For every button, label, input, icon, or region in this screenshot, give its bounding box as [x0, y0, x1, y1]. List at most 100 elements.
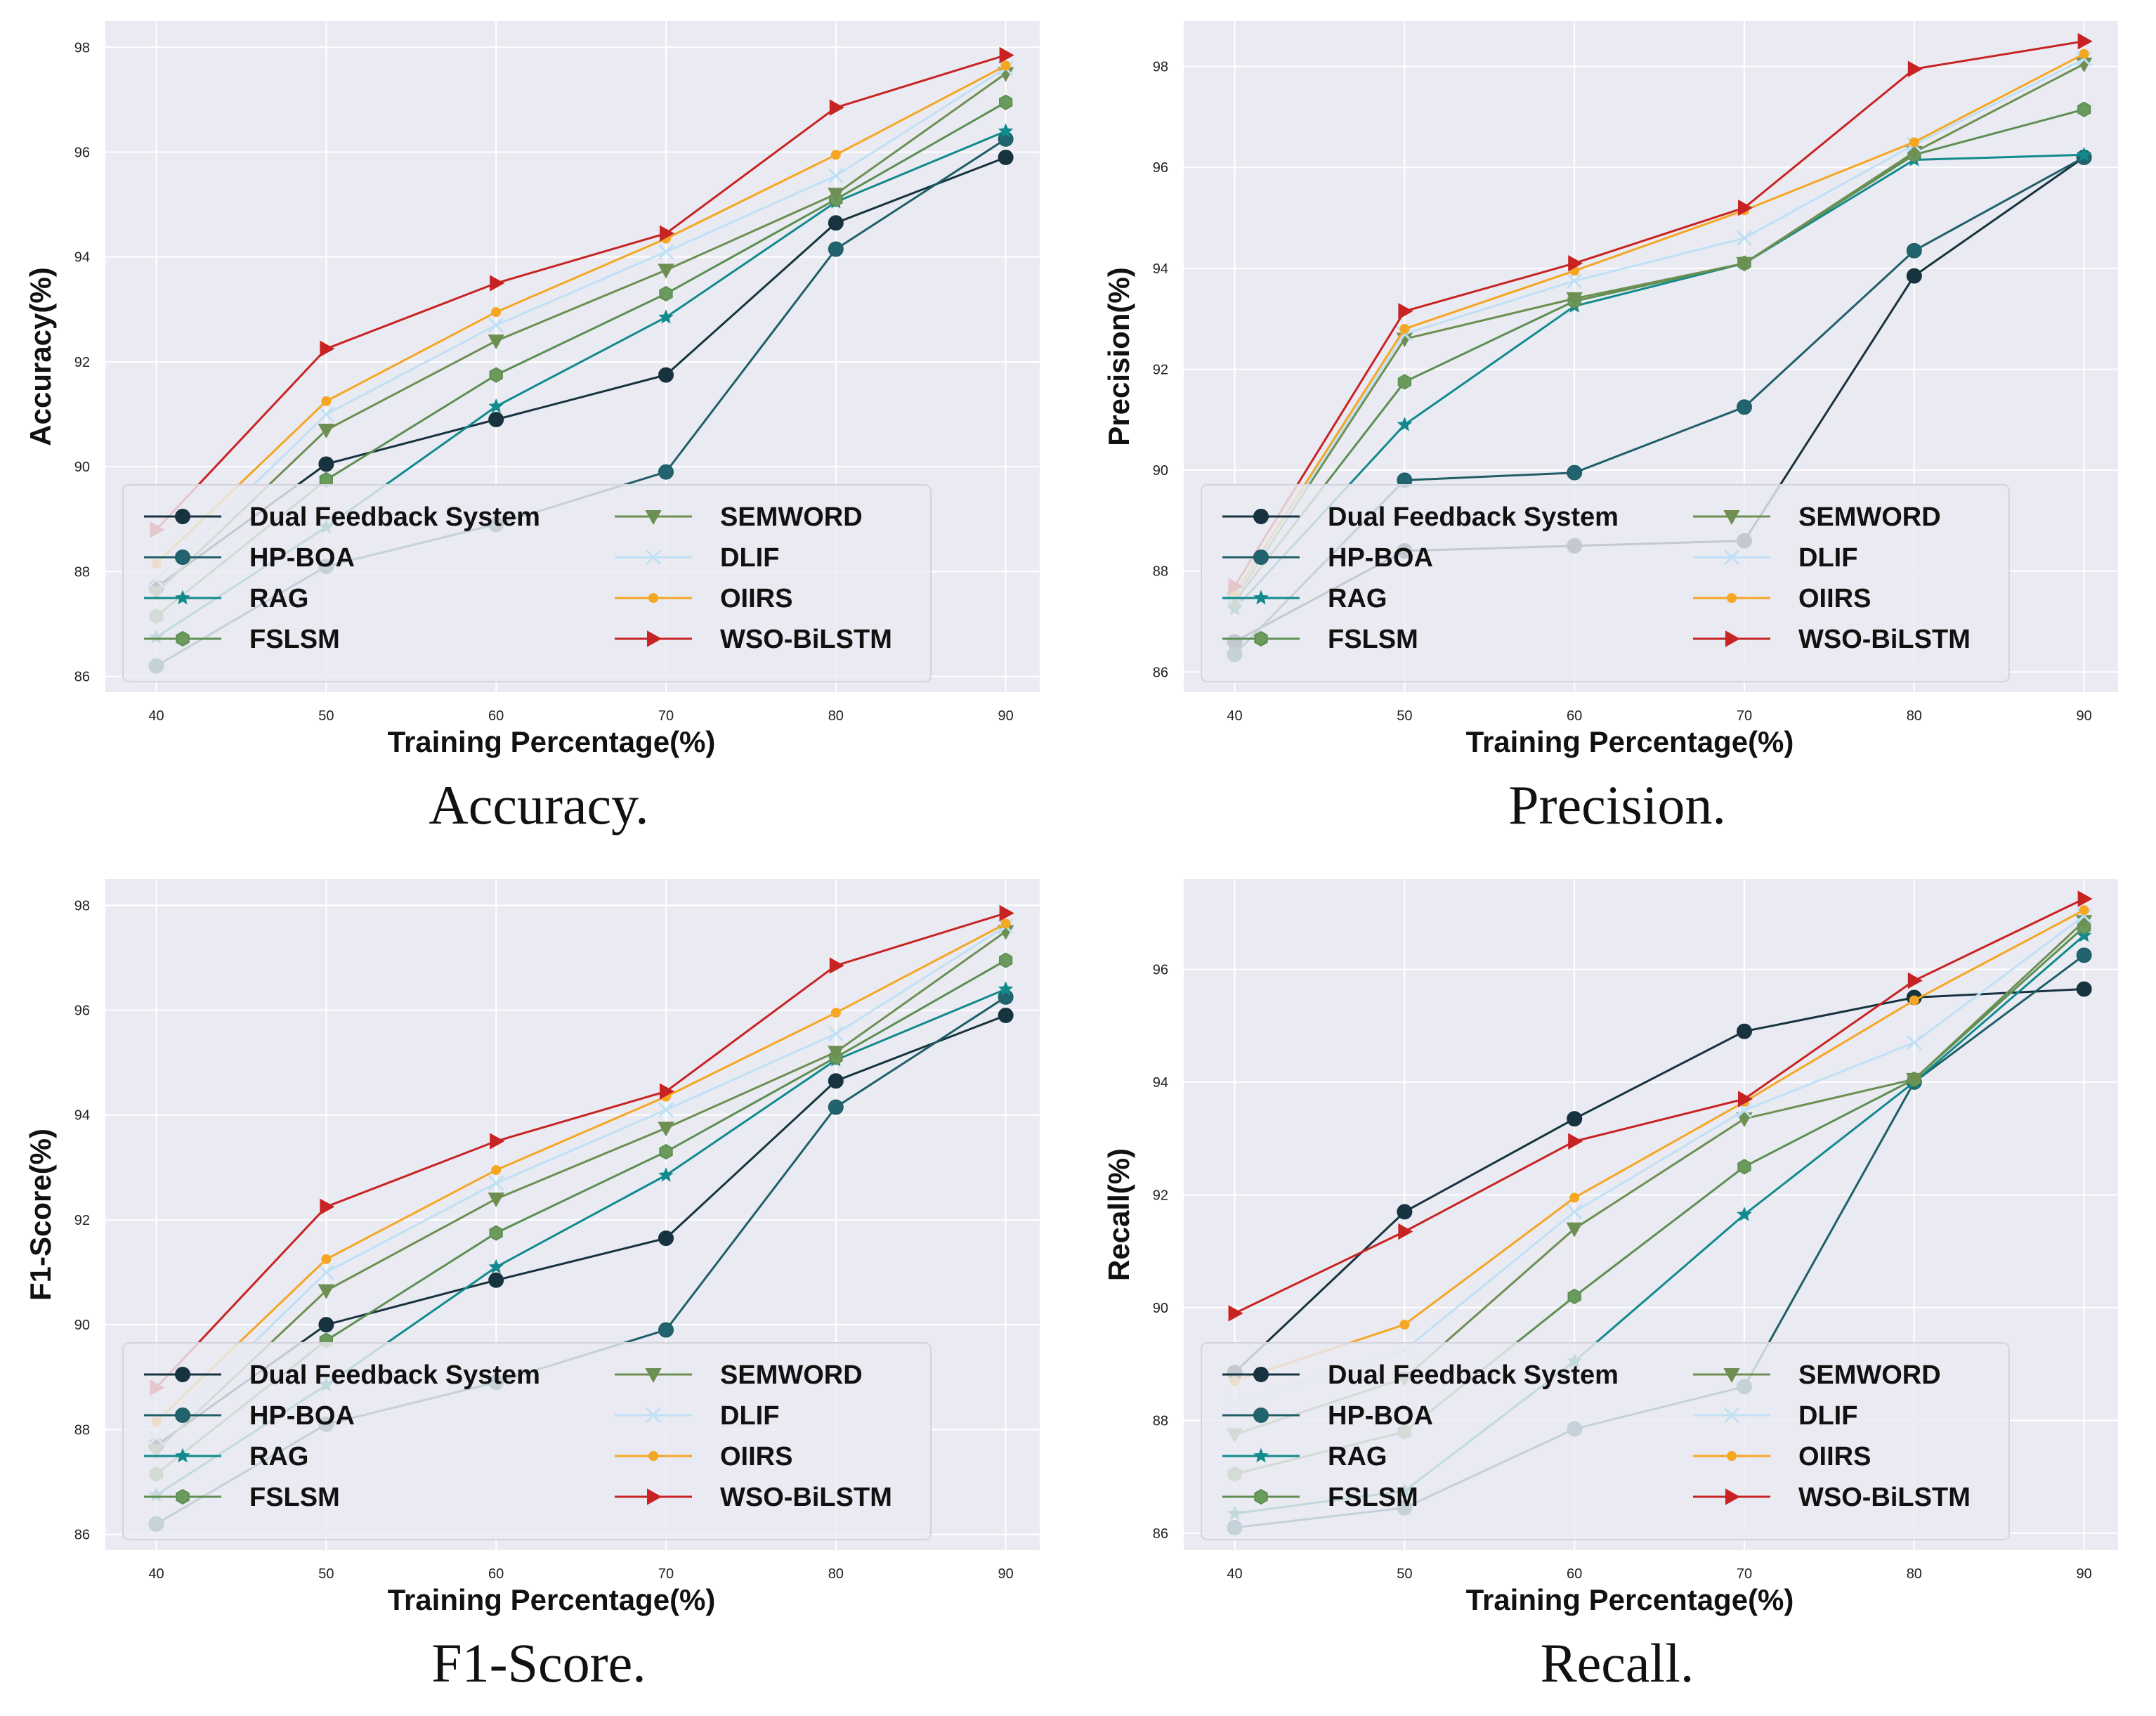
data-point [1569, 1192, 1580, 1203]
legend-item-fslsm: FSLSM [144, 625, 340, 654]
legend-item-wso-bilstm: WSO-BiLSTM [615, 625, 892, 654]
legend-marker [175, 590, 190, 605]
legend-item-wso-bilstm: WSO-BiLSTM [1693, 1483, 1971, 1512]
legend-marker [1253, 509, 1269, 524]
legend-label: RAG [249, 584, 308, 613]
legend-item-dlif: DLIF [1693, 543, 1857, 573]
series-line [1234, 40, 2084, 587]
y-tick-label: 98 [1153, 60, 1168, 75]
legend-label: OIIRS [720, 584, 792, 613]
legend-label: FSLSM [1328, 1483, 1418, 1512]
data-point [488, 1192, 504, 1208]
legend-item-hp-boa: HP-BOA [144, 1401, 355, 1431]
data-point [2076, 147, 2092, 162]
x-tick-label: 50 [1397, 708, 1412, 724]
legend-label: OIIRS [1798, 1442, 1871, 1471]
legend-marker [645, 549, 662, 566]
data-point [829, 99, 844, 116]
data-point [828, 1026, 844, 1042]
data-point [658, 264, 674, 279]
panel-caption: Recall. [1541, 1632, 1694, 1694]
data-point [1906, 268, 1922, 284]
x-tick-label: 70 [658, 1566, 674, 1582]
y-axis-title: Precision(%) [1102, 267, 1135, 446]
legend: Dual Feedback System HP-BOA RAG FSLSM SEMWOR… [1201, 484, 2010, 682]
series-line [1234, 108, 2084, 602]
series-line [155, 923, 1007, 1423]
data-point [658, 1122, 674, 1137]
data-point [1397, 1204, 1413, 1220]
x-tick-label: 60 [1567, 1566, 1582, 1582]
x-axis-title: Training Percentage(%) [1466, 1583, 1794, 1616]
legend-marker [1723, 1368, 1740, 1384]
y-tick-label: 90 [1153, 1301, 1168, 1316]
legend-label: RAG [1328, 584, 1387, 613]
legend-marker [175, 509, 190, 524]
y-tick-label: 90 [74, 460, 90, 475]
data-point [828, 215, 844, 231]
data-point [828, 241, 844, 257]
legend-marker [1253, 1408, 1269, 1423]
legend-item-oiirs: OIIRS [1693, 1442, 1871, 1471]
data-point [490, 275, 505, 292]
legend-marker [175, 1367, 190, 1382]
series-line [1234, 153, 2084, 610]
x-tick-label: 70 [658, 708, 674, 724]
x-tick-label: 80 [828, 708, 844, 724]
series-line [155, 67, 1007, 580]
legend: Dual Feedback System HP-BOA RAG FSLSM SEMWOR… [122, 1342, 932, 1540]
panel-caption: F1-Score. [431, 1632, 646, 1694]
x-tick-label: 60 [488, 1566, 504, 1582]
y-axis-title: Accuracy(%) [24, 267, 57, 446]
data-point [320, 1198, 335, 1216]
data-point [828, 1073, 844, 1089]
legend-item-dual-feedback-system: Dual Feedback System [1222, 502, 1619, 532]
panel-f1-score: 40 50 60 70 80 90 86 88 90 92 94 96 98 Training Perce… [0, 858, 1078, 1716]
data-point [1397, 374, 1411, 390]
legend-label: Dual Feedback System [1328, 1360, 1619, 1390]
legend-label: DLIF [720, 1401, 779, 1431]
data-point [318, 406, 334, 422]
data-point [321, 1254, 332, 1264]
x-tick-label: 70 [1737, 1566, 1752, 1582]
legend-label: WSO-BiLSTM [1798, 625, 1971, 654]
data-point [1398, 303, 1413, 320]
legend-marker [176, 630, 190, 647]
x-axis-title: Training Percentage(%) [1466, 725, 1794, 758]
data-point [2076, 947, 2092, 963]
legend-item-wso-bilstm: WSO-BiLSTM [1693, 625, 1971, 654]
x-tick-label: 50 [318, 708, 334, 724]
y-tick-label: 92 [74, 1213, 90, 1228]
legend-marker [1723, 549, 1740, 566]
data-point [2076, 981, 2092, 997]
legend-label: WSO-BiLSTM [1798, 1483, 1971, 1512]
legend-item-dlif: DLIF [615, 543, 779, 573]
data-point [658, 1167, 674, 1182]
legend-marker [1254, 630, 1268, 647]
y-tick-label: 96 [1153, 962, 1168, 977]
legend-item-oiirs: OIIRS [615, 584, 792, 613]
data-point [318, 1317, 334, 1333]
legend-item-fslsm: FSLSM [1222, 1483, 1418, 1512]
data-point [1567, 464, 1583, 481]
y-tick-label: 92 [74, 355, 90, 370]
y-tick-labels: 86 88 90 92 94 96 98 [74, 898, 90, 1542]
data-point [1398, 1223, 1413, 1240]
data-point [658, 244, 674, 260]
data-point [2079, 48, 2089, 59]
data-point [999, 952, 1013, 968]
data-point [828, 168, 844, 184]
y-tick-label: 98 [74, 898, 90, 914]
legend-label: DLIF [720, 543, 779, 573]
data-point [828, 1046, 844, 1061]
y-tick-label: 96 [1153, 160, 1168, 176]
series-oiirs [151, 918, 1011, 1427]
data-point [488, 398, 504, 413]
y-tick-label: 86 [1153, 665, 1168, 680]
data-point [1906, 1034, 1922, 1051]
legend-item-dual-feedback-system: Dual Feedback System [1222, 1360, 1619, 1390]
y-tick-label: 94 [1153, 1075, 1168, 1091]
y-tick-label: 86 [74, 1528, 90, 1543]
legend-item-oiirs: OIIRS [615, 1442, 792, 1471]
data-point [1906, 1072, 1923, 1088]
